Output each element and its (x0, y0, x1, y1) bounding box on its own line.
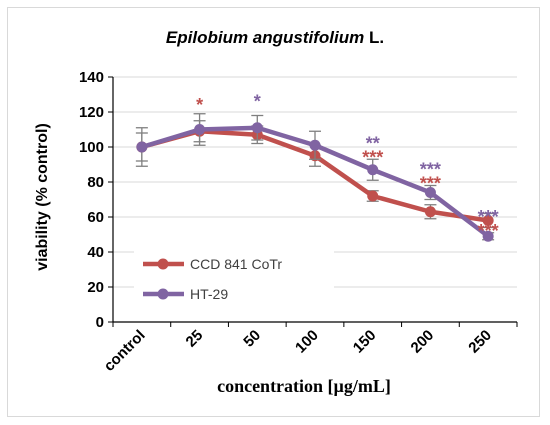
y-tick-label: 120 (79, 104, 104, 121)
legend-item: CCD 841 CoTr (134, 251, 334, 275)
x-tick-label: control (101, 327, 149, 375)
significance-label: *** (362, 147, 383, 167)
significance-label: *** (420, 174, 441, 194)
significance-label: *** (478, 207, 499, 227)
legend-label: CCD 841 CoTr (190, 256, 282, 272)
legend-marker (157, 288, 169, 300)
significance-label: *** (478, 221, 499, 241)
significance-label: ** (366, 133, 380, 153)
legend-marker (157, 258, 169, 270)
y-tick-label: 60 (87, 209, 104, 226)
significance-label: * (196, 95, 203, 115)
data-point (482, 215, 494, 226)
legend-label: HT-29 (190, 286, 228, 302)
data-point (424, 206, 436, 218)
data-point (424, 187, 436, 198)
x-tick-label: 50 (240, 327, 264, 351)
data-point (136, 141, 148, 153)
series-group (135, 113, 495, 242)
x-tick-label: 250 (465, 327, 495, 357)
data-point (309, 139, 321, 151)
x-tick-label: 150 (350, 327, 380, 357)
y-tick-label: 40 (87, 244, 104, 261)
data-point (367, 164, 379, 176)
y-tick-label: 100 (79, 139, 104, 156)
data-point (482, 230, 494, 242)
significance-label: *** (420, 160, 441, 180)
significance-label: * (254, 92, 261, 112)
data-point (367, 190, 379, 202)
y-tick-label: 0 (96, 314, 104, 331)
chart-title: Epilobium angustifolium L. (0, 28, 550, 48)
chart-title-suffix: L. (364, 28, 385, 47)
series-2 (135, 113, 495, 242)
y-tick-label: 20 (87, 279, 104, 296)
y-axis-label: viability (% control) (34, 123, 51, 271)
data-point (194, 124, 206, 135)
data-point (251, 122, 263, 134)
chart-frame (7, 7, 540, 417)
axes: 0 20 40 60 80 100 120 140 control 25 50 100 150 200 25… (79, 69, 518, 375)
significance-markers: * ****************** (196, 92, 499, 241)
x-axis-label: concentration [µg/mL] (217, 376, 391, 396)
legend-item: HT-29 (134, 281, 334, 305)
y-tick-label: 140 (79, 69, 104, 86)
chart-title-italic: Epilobium angustifolium (165, 28, 365, 47)
y-tick-label: 80 (87, 174, 104, 191)
x-tick-label: 200 (408, 327, 438, 357)
legend: CCD 841 CoTr HT-29 (134, 251, 334, 305)
x-tick-label: 100 (292, 327, 322, 357)
x-tick-label: 25 (183, 327, 207, 351)
